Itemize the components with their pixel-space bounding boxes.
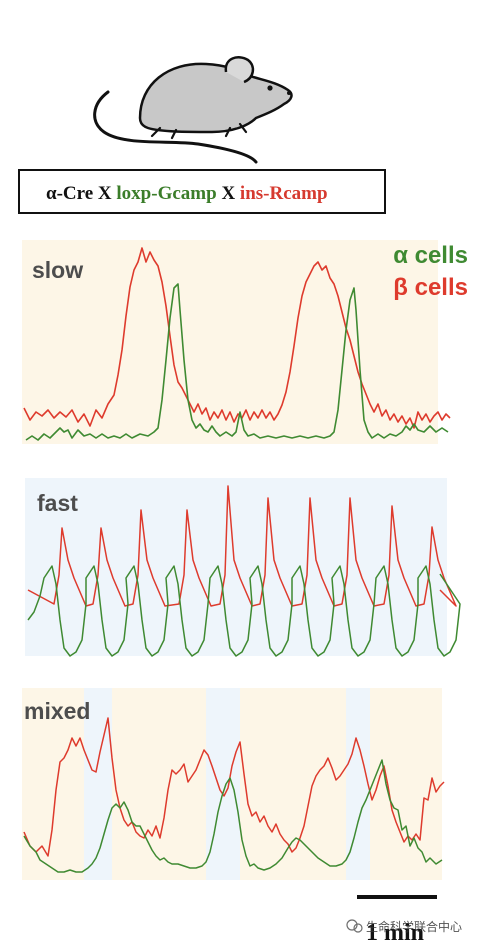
watermark: 生命科学联合中心: [346, 919, 462, 934]
panel-label-fast: fast: [37, 490, 78, 516]
trace-mixed-beta: [23, 717, 445, 857]
trace-fast-beta: [27, 485, 457, 607]
genotype-part-rcamp: ins-Rcamp: [240, 183, 328, 204]
panel-label-mixed: mixed: [24, 698, 90, 724]
genotype-box: α-Cre X loxp-Gcamp X ins-Rcamp: [18, 169, 386, 214]
wechat-icon: [346, 919, 358, 931]
trace-mixed-alpha: [23, 759, 443, 873]
legend-alpha-cells: α cells: [393, 242, 468, 269]
panel-label-slow: slow: [32, 257, 83, 283]
watermark-text: 生命科学联合中心: [366, 919, 462, 934]
panel-slow-background: [22, 240, 438, 444]
legend-beta-cells: β cells: [393, 274, 468, 301]
trace-fast-alpha: [27, 565, 461, 657]
genotype-part-x: X: [217, 183, 240, 204]
svg-text:α-Cre X loxp-Gcamp X ins-Rcamp: α-Cre X loxp-Gcamp X ins-Rcamp: [46, 183, 328, 204]
scale-bar-label: 1 min: [366, 920, 424, 946]
trace-slow-alpha: [25, 283, 449, 441]
mouse-illustration: [93, 56, 293, 164]
genotype-part-alpha-cre: α-Cre X: [46, 183, 116, 204]
genotype-part-gcamp: loxp-Gcamp: [116, 183, 216, 204]
trace-slow-beta: [23, 247, 451, 429]
